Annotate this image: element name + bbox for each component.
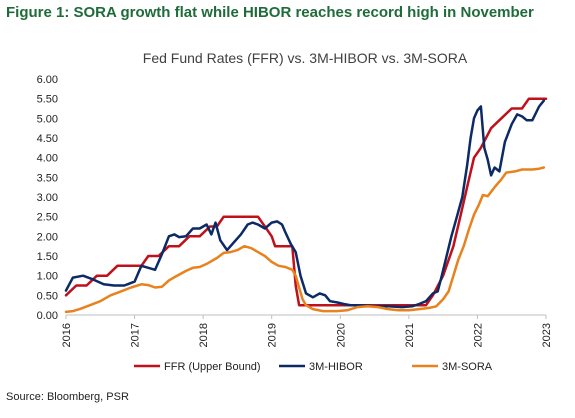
x-tick-label: 2023 — [541, 323, 553, 347]
x-tick-label: 2021 — [404, 323, 416, 347]
y-tick-label: 3.50 — [37, 172, 58, 184]
series-line-3m-sora — [64, 166, 546, 314]
y-tick-label: 4.00 — [37, 153, 58, 165]
y-tick-label: 0.00 — [37, 310, 58, 322]
x-tick-label: 2016 — [61, 323, 73, 347]
x-tick-label: 2018 — [198, 323, 210, 347]
x-tick-label: 2019 — [267, 323, 279, 347]
x-tick-label: 2020 — [335, 323, 347, 347]
y-tick-label: 2.00 — [37, 231, 58, 243]
series-line-ffr-upper-bound — [64, 97, 548, 307]
x-axis-ticks: 2016 2017 2018 2019 2020 2021 2022 2023 — [61, 315, 553, 347]
legend-label: FFR (Upper Bound) — [164, 361, 261, 373]
y-tick-label: 0.50 — [37, 290, 58, 302]
series-line-3m-hibor — [64, 99, 546, 309]
series-lines — [64, 97, 548, 314]
source-note: Source: Bloomberg, PSR — [6, 391, 129, 403]
y-tick-label: 2.50 — [37, 212, 58, 224]
x-tick-label: 2022 — [472, 323, 484, 347]
legend-label: 3M-SORA — [442, 361, 493, 373]
y-tick-label: 6.00 — [37, 74, 58, 86]
y-axis-ticks: 0.00 0.50 1.00 1.50 2.00 2.50 3.00 3.50 4.00 4.50… — [37, 74, 58, 322]
chart-legend: FFR (Upper Bound) 3M-HIBOR 3M-SORA — [134, 361, 493, 373]
figure-title: Figure 1: SORA growth flat while HIBOR r… — [6, 4, 534, 21]
y-tick-label: 5.00 — [37, 113, 58, 125]
y-tick-label: 4.50 — [37, 133, 58, 145]
y-tick-label: 1.50 — [37, 251, 58, 263]
y-tick-label: 3.00 — [37, 192, 58, 204]
y-tick-label: 5.50 — [37, 94, 58, 106]
legend-label: 3M-HIBOR — [309, 361, 363, 373]
x-tick-label: 2017 — [130, 323, 142, 347]
y-tick-label: 1.00 — [37, 271, 58, 283]
chart-title: Fed Fund Rates (FFR) vs. 3M-HIBOR vs. 3M… — [143, 50, 468, 66]
